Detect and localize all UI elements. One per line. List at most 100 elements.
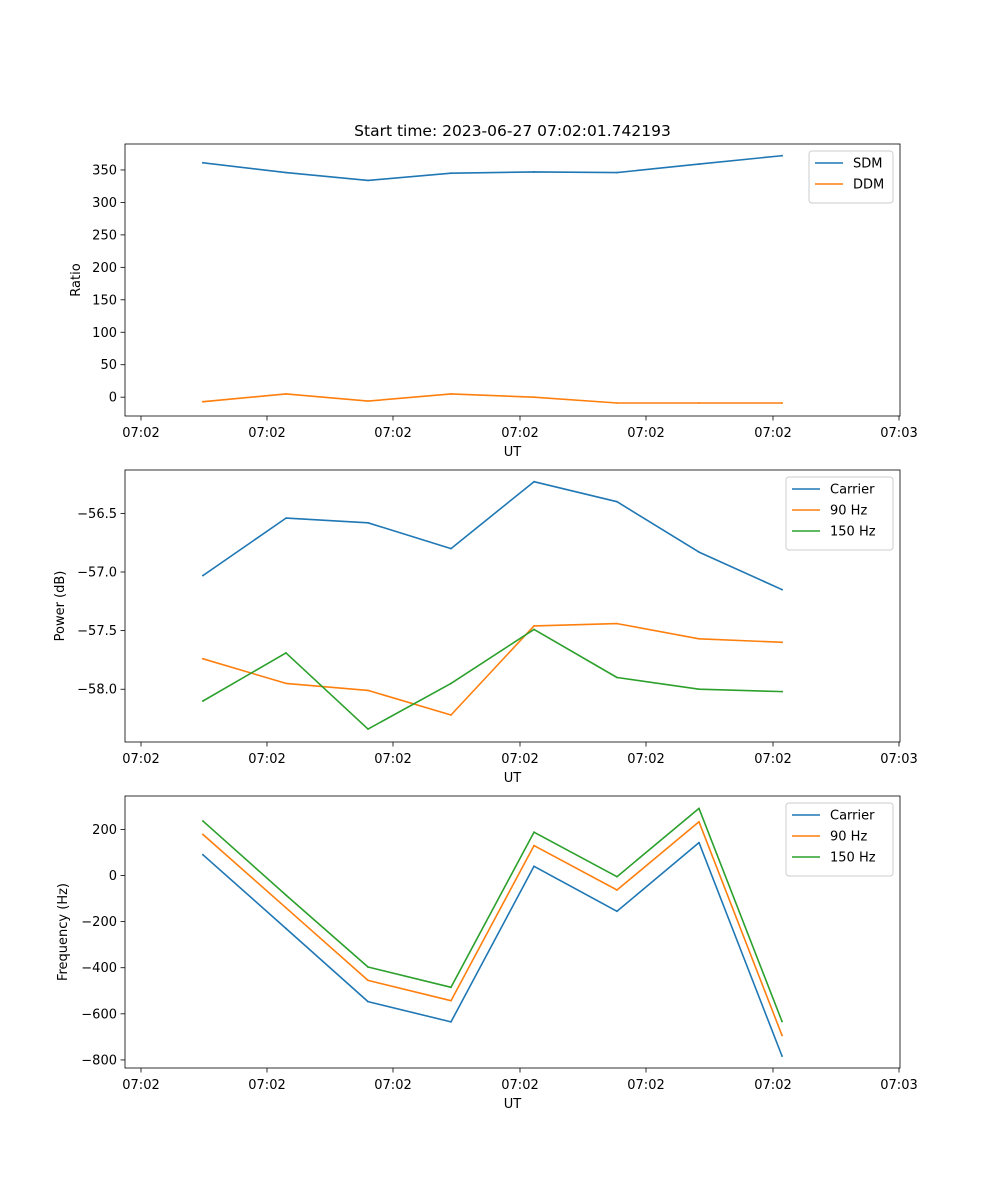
data-point: [450, 682, 452, 685]
data-point: [616, 889, 618, 891]
y-tick-label: −57.5: [77, 624, 117, 639]
y-tick-label: 200: [92, 823, 117, 838]
x-tick-label: 07:02: [248, 752, 285, 767]
data-point: [781, 588, 783, 591]
series-line-90-hz: [202, 622, 783, 716]
x-axis-label: UT: [504, 771, 522, 786]
data-point: [781, 641, 783, 644]
legend-label: 90 Hz: [830, 830, 867, 845]
y-tick-label: −600: [81, 1007, 117, 1022]
x-tick-label: 07:02: [627, 1078, 664, 1093]
data-point: [285, 652, 287, 654]
data-point: [616, 402, 618, 404]
legend-label: SDM: [853, 157, 882, 172]
data-point: [450, 547, 452, 550]
data-point: [781, 1034, 783, 1037]
data-point: [781, 1020, 783, 1023]
data-point: [285, 927, 287, 930]
data-point: [450, 714, 452, 716]
axes-frame: [124, 795, 901, 1069]
x-tick-label: 07:02: [374, 1078, 411, 1093]
data-point: [616, 676, 618, 679]
x-tick-label: 07:02: [754, 426, 791, 441]
y-tick-label: −200: [81, 915, 117, 930]
data-point: [285, 906, 287, 909]
legend-label: 150 Hz: [830, 851, 876, 866]
axes-frame: [124, 469, 901, 743]
data-point: [202, 700, 204, 702]
series-line-carrier: [201, 480, 784, 591]
x-tick-label: 07:03: [880, 752, 917, 767]
data-point: [698, 820, 700, 823]
data-point: [698, 402, 700, 404]
data-point: [285, 682, 287, 685]
data-point: [367, 966, 369, 968]
data-point: [698, 841, 700, 844]
series-line-150-hz: [201, 628, 783, 730]
data-point: [202, 400, 204, 403]
data-point: [285, 894, 287, 896]
figure-title: Start time: 2023-06-27 07:02:01.742193: [354, 122, 671, 140]
charts-container: 07:02 07:02 07:02 07:02 07:02 07:02 07:03 0 50 10…: [53, 143, 918, 1112]
x-tick-label: 07:02: [374, 426, 411, 441]
x-tick-label: 07:02: [754, 1078, 791, 1093]
data-point: [616, 875, 618, 878]
y-tick-label: −58.0: [77, 683, 117, 698]
data-point: [450, 172, 452, 175]
data-point: [367, 689, 369, 692]
data-point: [698, 551, 700, 553]
x-tick-label: 07:03: [880, 1078, 917, 1093]
data-point: [698, 637, 700, 640]
data-point: [367, 521, 369, 524]
data-point: [285, 171, 287, 174]
data-point: [781, 154, 783, 157]
data-point: [616, 622, 618, 625]
legend-label: DDM: [853, 178, 884, 193]
data-point: [450, 393, 452, 395]
series-line-ddm: [202, 393, 783, 404]
y-tick-label: 150: [92, 293, 117, 308]
y-axis-label: Frequency (Hz): [56, 883, 71, 981]
data-point: [202, 161, 204, 164]
data-point: [533, 865, 535, 868]
data-point: [698, 688, 700, 691]
y-tick-label: 300: [92, 196, 117, 211]
x-tick-label: 07:03: [880, 426, 917, 441]
data-point: [367, 179, 369, 182]
y-axis-label: Ratio: [69, 263, 84, 296]
data-point: [285, 393, 287, 395]
y-tick-label: −56.5: [77, 507, 117, 522]
data-point: [450, 986, 452, 989]
y-axis-label: Power (dB): [53, 571, 68, 642]
y-tick-label: 100: [92, 326, 117, 341]
data-point: [367, 1000, 369, 1003]
x-tick-label: 07:02: [248, 426, 285, 441]
x-axis-label: UT: [504, 445, 522, 460]
chart-panel-2: 07:02 07:02 07:02 07:02 07:02 07:02 07:03 −58.0…: [53, 469, 918, 786]
data-point: [781, 1055, 783, 1057]
data-point: [202, 574, 204, 577]
data-point: [533, 844, 535, 847]
x-tick-label: 07:02: [122, 1078, 159, 1093]
data-point: [202, 657, 204, 660]
y-tick-label: 200: [92, 261, 117, 276]
y-tick-label: −800: [81, 1053, 117, 1068]
data-point: [616, 500, 618, 503]
x-tick-label: 07:02: [501, 426, 538, 441]
data-point: [698, 163, 700, 166]
data-point: [202, 820, 204, 822]
series-line-150-hz: [201, 807, 784, 1023]
data-point: [533, 628, 535, 631]
x-tick-label: 07:02: [248, 1078, 285, 1093]
data-point: [533, 171, 535, 173]
y-tick-label: 50: [100, 358, 117, 373]
x-axis-label: UT: [504, 1097, 522, 1112]
series-line-90-hz: [201, 820, 784, 1037]
axes-frame: [124, 143, 901, 417]
x-tick-label: 07:02: [754, 752, 791, 767]
data-point: [450, 1021, 452, 1023]
y-tick-label: 0: [109, 869, 117, 884]
y-tick-label: 0: [109, 391, 117, 406]
data-point: [533, 831, 535, 834]
data-point: [533, 396, 535, 399]
